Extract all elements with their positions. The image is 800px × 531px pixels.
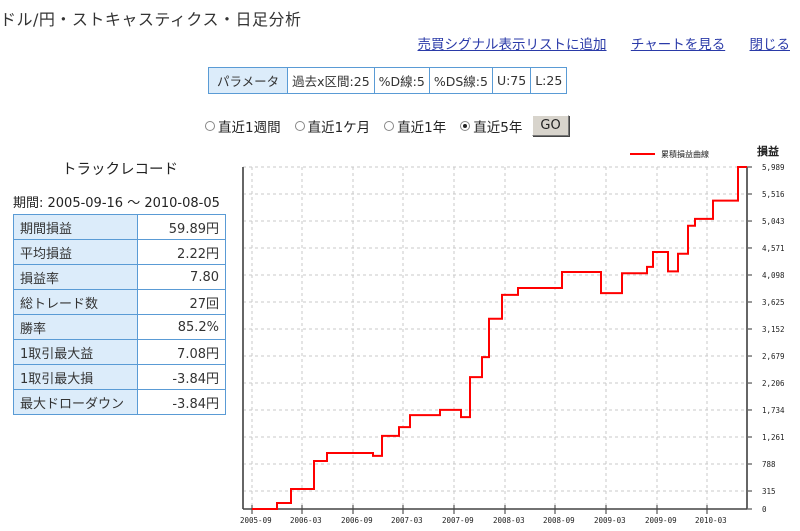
y-tick-label: 3,625 xyxy=(762,298,785,307)
radio-label: 直近5年 xyxy=(473,119,523,136)
stat-label: 総トレード数 xyxy=(13,289,138,315)
x-tick-label: 2005-09 xyxy=(240,516,272,525)
page-title: ドル/円・ストキャスティクス・日足分析 xyxy=(0,10,302,29)
stat-value: 59.89円 xyxy=(137,214,226,240)
stat-value: 27回 xyxy=(137,289,226,315)
table-row: 勝率 85.2% xyxy=(13,314,226,340)
radio-1-year[interactable]: 直近1年 xyxy=(384,116,446,136)
radio-label: 直近1週間 xyxy=(218,119,281,136)
parameters-header: パラメータ xyxy=(207,67,289,94)
close-link[interactable]: 閉じる xyxy=(749,37,791,53)
chart-canvas: 0 315 788 1,261 1,734 2,206 2,679 3,152 3,625 4,0… xyxy=(240,144,785,525)
x-tick-label: 2009-03 xyxy=(594,516,626,525)
track-record-period: 期間: 2005-09-16 ～ 2010-08-05 xyxy=(13,196,220,211)
radio-5-years[interactable]: 直近5年 xyxy=(460,116,522,136)
param-d-line: %D線:5 xyxy=(373,67,430,94)
parameters-table: パラメータ 過去x区間:25 %D線:5 %DS線:5 U:75 L:25 xyxy=(207,67,568,94)
y-tick-label: 1,261 xyxy=(762,433,785,442)
view-chart-link[interactable]: チャートを見る xyxy=(630,37,726,53)
y-tick-label: 1,734 xyxy=(762,406,785,415)
track-record-table: 期間損益 59.89円 平均損益 2.22円 損益率 7.80 総トレード数 27回 勝… xyxy=(13,214,226,415)
radio-1-week[interactable]: 直近1週間 xyxy=(205,116,281,136)
y-tick-label: 5,043 xyxy=(762,217,785,226)
stat-label: 損益率 xyxy=(13,264,138,290)
stat-label: 最大ドローダウン xyxy=(13,389,138,415)
param-lower: L:25 xyxy=(530,67,568,94)
radio-label: 直近1年 xyxy=(397,119,447,136)
table-row: 期間損益 59.89円 xyxy=(13,214,226,240)
param-ds-line: %DS線:5 xyxy=(428,67,493,94)
radio-icon[interactable] xyxy=(294,120,305,131)
y-tick-label: 315 xyxy=(762,487,776,496)
go-button[interactable]: GO xyxy=(532,115,569,136)
radio-icon[interactable] xyxy=(384,120,395,131)
table-row: 1取引最大損 -3.84円 xyxy=(13,364,226,390)
legend-label: 累積損益曲線 xyxy=(661,149,709,159)
radio-label: 直近1ケ月 xyxy=(307,119,371,136)
table-row: 最大ドローダウン -3.84円 xyxy=(13,389,226,415)
stat-value: 7.80 xyxy=(137,264,226,290)
x-tick-label: 2007-03 xyxy=(391,516,423,525)
stat-value: 2.22円 xyxy=(137,239,226,265)
y-tick-label: 4,571 xyxy=(762,244,785,253)
y-tick-label: 4,098 xyxy=(762,271,785,280)
radio-selected-icon[interactable] xyxy=(460,120,471,131)
radio-icon[interactable] xyxy=(205,120,215,131)
x-tick-label: 2008-03 xyxy=(493,516,525,525)
cumulative-pnl-line xyxy=(252,166,747,510)
stat-value: 85.2% xyxy=(137,314,226,340)
y-tick-label: 2,679 xyxy=(762,352,785,361)
header-links: 売買シグナル表示リストに追加 チャートを見る 閉じる xyxy=(398,33,790,53)
add-to-signal-list-link[interactable]: 売買シグナル表示リストに追加 xyxy=(417,37,607,53)
x-tick-label: 2008-09 xyxy=(543,516,575,525)
track-record-title: トラックレコード xyxy=(62,162,178,178)
table-row: 総トレード数 27回 xyxy=(13,289,226,315)
y-tick-label: 5,989 xyxy=(762,163,785,172)
y-tick-label: 2,206 xyxy=(762,379,785,388)
stat-value: 7.08円 xyxy=(137,339,226,365)
cumulative-pnl-chart: 0 315 788 1,261 1,734 2,206 2,679 3,152 3,625 4,0… xyxy=(230,140,800,531)
y-tick-label: 788 xyxy=(762,460,776,469)
param-upper: U:75 xyxy=(491,67,532,94)
x-tick-label: 2007-09 xyxy=(442,516,474,525)
table-row: 損益率 7.80 xyxy=(13,264,226,290)
stat-label: 1取引最大損 xyxy=(13,364,138,390)
stat-value: -3.84円 xyxy=(137,389,226,415)
stat-label: 期間損益 xyxy=(13,214,138,240)
y-tick-label: 5,516 xyxy=(762,190,785,199)
y-tick-label: 0 xyxy=(762,505,767,514)
radio-1-month[interactable]: 直近1ケ月 xyxy=(294,116,371,136)
y-axis-title: 損益 xyxy=(757,144,779,158)
stat-label: 1取引最大益 xyxy=(13,339,138,365)
x-tick-label: 2006-09 xyxy=(341,516,373,525)
table-row: 1取引最大益 7.08円 xyxy=(13,339,226,365)
x-tick-label: 2009-09 xyxy=(645,516,677,525)
x-tick-label: 2010-03 xyxy=(695,516,727,525)
period-selector: 直近1週間 直近1ケ月 直近1年 直近5年 GO xyxy=(205,115,569,136)
param-lookback: 過去x区間:25 xyxy=(287,67,375,94)
y-tick-label: 3,152 xyxy=(762,325,785,334)
stat-label: 平均損益 xyxy=(13,239,138,265)
x-tick-label: 2006-03 xyxy=(290,516,322,525)
table-row: 平均損益 2.22円 xyxy=(13,239,226,265)
stat-value: -3.84円 xyxy=(137,364,226,390)
stat-label: 勝率 xyxy=(13,314,138,340)
